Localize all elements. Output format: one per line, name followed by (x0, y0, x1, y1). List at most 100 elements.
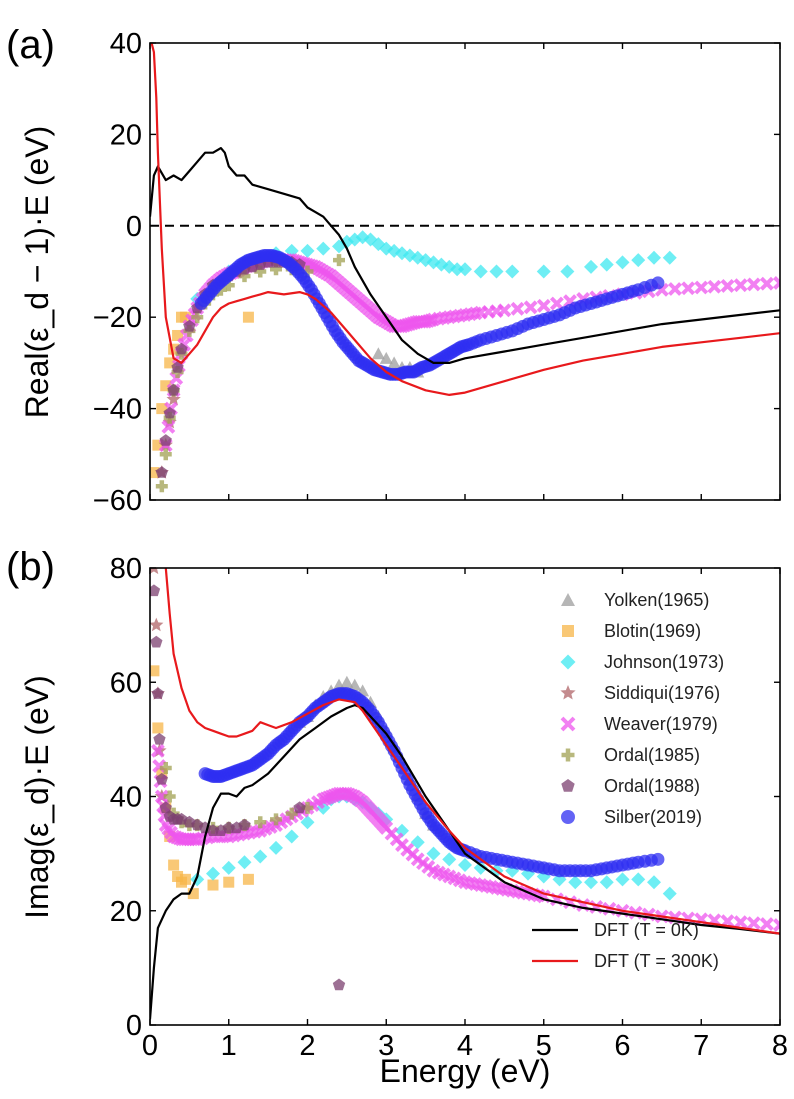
panel-a-blotin-1969-point-0 (150, 467, 160, 479)
panel-b-ordal-1988-point-4 (155, 772, 168, 785)
panel-b-ordal-1988-point-19 (332, 978, 346, 991)
panel-a-ytick-label-4: 20 (110, 119, 142, 151)
panel-a-marks (150, 43, 780, 493)
legend-marker-yolken-1965 (561, 593, 575, 606)
panel-a-johnson-1973-point-31 (584, 259, 598, 274)
panel-a-johnson-1973-point-34 (631, 253, 646, 268)
panel-b-xtick-label-7: 7 (693, 1030, 709, 1062)
panel-a-ordal-1988-point-6 (183, 319, 196, 332)
panel-b-ordal-1985-point-1 (163, 790, 176, 803)
panel-a-yolken-1965-point-2 (387, 356, 401, 369)
panel-a-weaver-1979-point-127 (668, 282, 682, 296)
panel-b-johnson-1973-point-6 (284, 829, 299, 844)
panel-b-johnson-1973-point-7 (300, 815, 315, 830)
panel-a-silber-2019-point-138 (651, 276, 665, 290)
panel-a-siddiqui-1976-point-3 (166, 392, 181, 406)
panel-a-ordal-1988-point-3 (167, 383, 180, 396)
panel-a-weaver-1979-point-135 (773, 276, 780, 290)
panel-a-johnson-1973-point-28 (505, 264, 520, 279)
panel-b-siddiqui-1976-point-0 (150, 568, 159, 575)
panel-b-line-dft-t-0k (150, 704, 780, 1020)
panel-b-johnson-1973-point-21 (458, 858, 472, 873)
panel-a-yolken-1965-point-1 (379, 351, 393, 364)
panel-b-johnson-1973-point-30 (599, 875, 614, 890)
panel-a-weaver-1979-point-130 (707, 279, 722, 294)
panel-a-letter: (a) (6, 23, 55, 67)
legend: Yolken(1965) Blotin(1969) Johnson(1973) Sid… (532, 590, 724, 971)
panel-a-weaver-1979-point-131 (720, 279, 735, 293)
panel-a-ytick-label-3: 0 (126, 211, 142, 243)
panel-a-blotin-1969-point-9 (242, 311, 254, 323)
panel-b-ordal-1988-point-3 (153, 732, 166, 745)
legend-label-weaver-1979: Weaver(1979) (604, 714, 718, 734)
panel-b-johnson-1973-point-28 (568, 875, 583, 890)
panel-b-ytick-label-1: 20 (110, 896, 142, 928)
legend-label-yolken-1965: Yolken(1965) (604, 590, 709, 610)
panel-b-johnson-1973-point-31 (615, 872, 630, 887)
panel-b-ordal-1988-point-17 (238, 818, 251, 831)
panel-a-ticks: −60 −40 −20 0 20 40 (93, 28, 781, 517)
panel-b-ordal-1988-point-18 (293, 801, 306, 814)
panel-b-johnson-1973-point-33 (647, 875, 661, 890)
panel-a-series-weaver-1979 (158, 253, 780, 453)
panel-a-line-dft-t-300k (150, 43, 780, 396)
panel-a-ytick-label-5: 40 (110, 28, 142, 60)
panel-a-series-silber-2019 (194, 249, 665, 381)
panel-b-johnson-1973-point-22 (473, 860, 488, 875)
panel-b-ordal-1988-point-15 (222, 821, 235, 834)
panel-a-johnson-1973-point-26 (473, 264, 488, 279)
panel-b-series-ordal-1988 (150, 584, 346, 991)
panel-b-weaver-1979-point-112 (746, 916, 761, 931)
panel-a-blotin-1969-point-6 (172, 329, 184, 341)
panel-b-siddiqui-1976-point-1 (150, 617, 164, 632)
panel-a-weaver-1979-point-117 (536, 298, 551, 313)
panel-a-ylabel: Real(ε_d − 1)·E (eV) (19, 126, 55, 419)
panel-b-johnson-1973-point-19 (426, 846, 441, 861)
panel-b-blotin-1969-point-11 (223, 876, 235, 888)
panel-b-yolken-1965-point-7 (348, 678, 362, 691)
legend-label-dft-t-300k: DFT (T = 300K) (594, 951, 719, 971)
panel-b-xtick-label-8: 8 (772, 1030, 788, 1062)
panel-b-marks (150, 568, 780, 1020)
panel-a-johnson-1973-point-24 (450, 262, 465, 277)
x-axis-label: Energy (eV) (380, 1053, 551, 1089)
panel-b-johnson-1973-point-2 (221, 860, 236, 875)
panel-b-ordal-1985-point-10 (270, 813, 282, 826)
panel-b-xtick-label-6: 6 (614, 1030, 630, 1062)
panel-b-ylabel: Imag(ε_d)·E (eV) (19, 675, 55, 919)
legend-label-johnson-1973: Johnson(1973) (604, 652, 724, 672)
panel-a-weaver-1979-point-118 (549, 296, 564, 311)
panel-b-johnson-1973-point-20 (442, 852, 457, 867)
panel-a-ordal-1988-point-2 (163, 406, 176, 419)
panel-a-frame (149, 42, 781, 501)
panel-a-johnson-1973-point-8 (316, 241, 331, 256)
panel-b-johnson-1973-point-5 (269, 840, 283, 855)
legend-label-silber-2019: Silber(2019) (604, 807, 702, 827)
panel-b-johnson-1973-point-34 (662, 886, 677, 901)
panel-b-ordal-1988-point-5 (159, 801, 172, 814)
legend-label-ordal-1988: Ordal(1988) (604, 776, 700, 796)
panel-a-weaver-1979-point-133 (746, 277, 761, 292)
panel-a-weaver-1979-point-132 (733, 278, 748, 293)
panel-b-blotin-1969-point-8 (179, 873, 191, 885)
panel-a-weaver-1979-point-4 (169, 371, 184, 386)
panel-b-ordal-1985-point-11 (285, 807, 298, 820)
panel-b-ordal-1988-point-1 (150, 635, 163, 648)
panel-a-blotin-1969-point-2 (156, 403, 168, 415)
legend-marker-ordal-1985 (561, 748, 575, 762)
panel-b-ytick-label-4: 80 (110, 553, 142, 585)
legend-label-dft-t-0k: DFT (T = 0K) (594, 920, 699, 940)
panel-b-ytick-label-0: 0 (126, 1010, 142, 1042)
panel-a-blotin-1969-point-8 (179, 311, 191, 323)
panel-a-ytick-label-1: −40 (93, 394, 142, 426)
panel-a-ordal-1988-point-1 (159, 434, 172, 446)
panel-a-blotin-1969-point-5 (168, 343, 180, 355)
panel-b-johnson-1973-point-4 (253, 849, 268, 864)
panel-a-weaver-1979-point-134 (759, 276, 774, 291)
panel-b-weaver-1979-point-113 (759, 917, 774, 931)
panel-a-ytick-label-2: −20 (93, 302, 142, 334)
panel-a-ordal-1988-point-0 (155, 466, 168, 478)
legend-marker-ordal-1988 (561, 779, 575, 792)
panel-a-blotin-1969-point-1 (152, 439, 164, 451)
